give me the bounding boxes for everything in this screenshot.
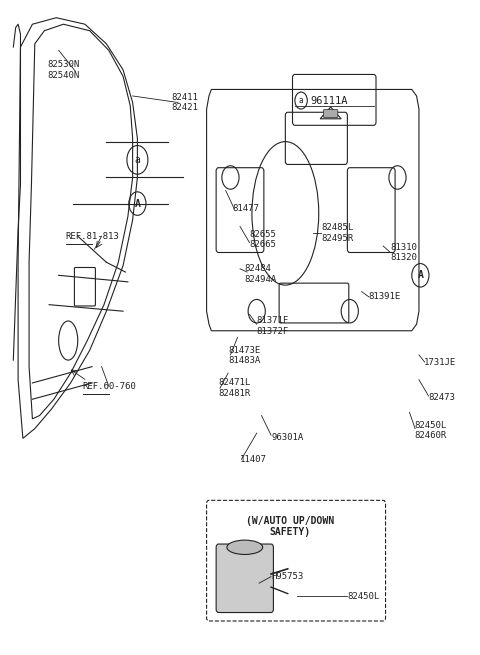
Text: 82485L
82495R: 82485L 82495R bbox=[321, 223, 353, 242]
Text: 81310
81320: 81310 81320 bbox=[390, 243, 417, 262]
Text: a: a bbox=[134, 155, 140, 165]
Text: 82471L
82481R: 82471L 82481R bbox=[218, 379, 251, 398]
Text: 82473: 82473 bbox=[429, 394, 456, 402]
FancyBboxPatch shape bbox=[216, 544, 274, 612]
Text: REF.81-813: REF.81-813 bbox=[66, 232, 120, 240]
Text: 81371F
81372F: 81371F 81372F bbox=[257, 316, 289, 336]
Text: 1731JE: 1731JE bbox=[424, 358, 456, 367]
Text: 81477: 81477 bbox=[233, 204, 260, 214]
Text: 82450L: 82450L bbox=[348, 591, 380, 601]
Ellipse shape bbox=[227, 540, 263, 555]
Text: a: a bbox=[299, 96, 303, 105]
FancyBboxPatch shape bbox=[324, 109, 338, 117]
Text: A: A bbox=[134, 198, 140, 208]
Text: 82450L
82460R: 82450L 82460R bbox=[414, 421, 446, 440]
Text: 81473E
81483A: 81473E 81483A bbox=[228, 346, 260, 365]
Text: 82530N
82540N: 82530N 82540N bbox=[48, 60, 80, 79]
Text: A: A bbox=[418, 271, 423, 280]
Text: 96111A: 96111A bbox=[311, 96, 348, 105]
Text: (W/AUTO UP/DOWN
SAFETY): (W/AUTO UP/DOWN SAFETY) bbox=[246, 515, 334, 537]
Text: 11407: 11407 bbox=[240, 455, 267, 464]
Text: 82484
82494A: 82484 82494A bbox=[245, 265, 277, 284]
Text: REF.60-760: REF.60-760 bbox=[83, 382, 136, 390]
Text: 81391E: 81391E bbox=[369, 292, 401, 301]
Text: H95753: H95753 bbox=[271, 572, 303, 581]
Text: 82411
82421: 82411 82421 bbox=[172, 93, 199, 112]
Text: 82655
82665: 82655 82665 bbox=[250, 230, 276, 249]
Text: 96301A: 96301A bbox=[271, 432, 303, 441]
